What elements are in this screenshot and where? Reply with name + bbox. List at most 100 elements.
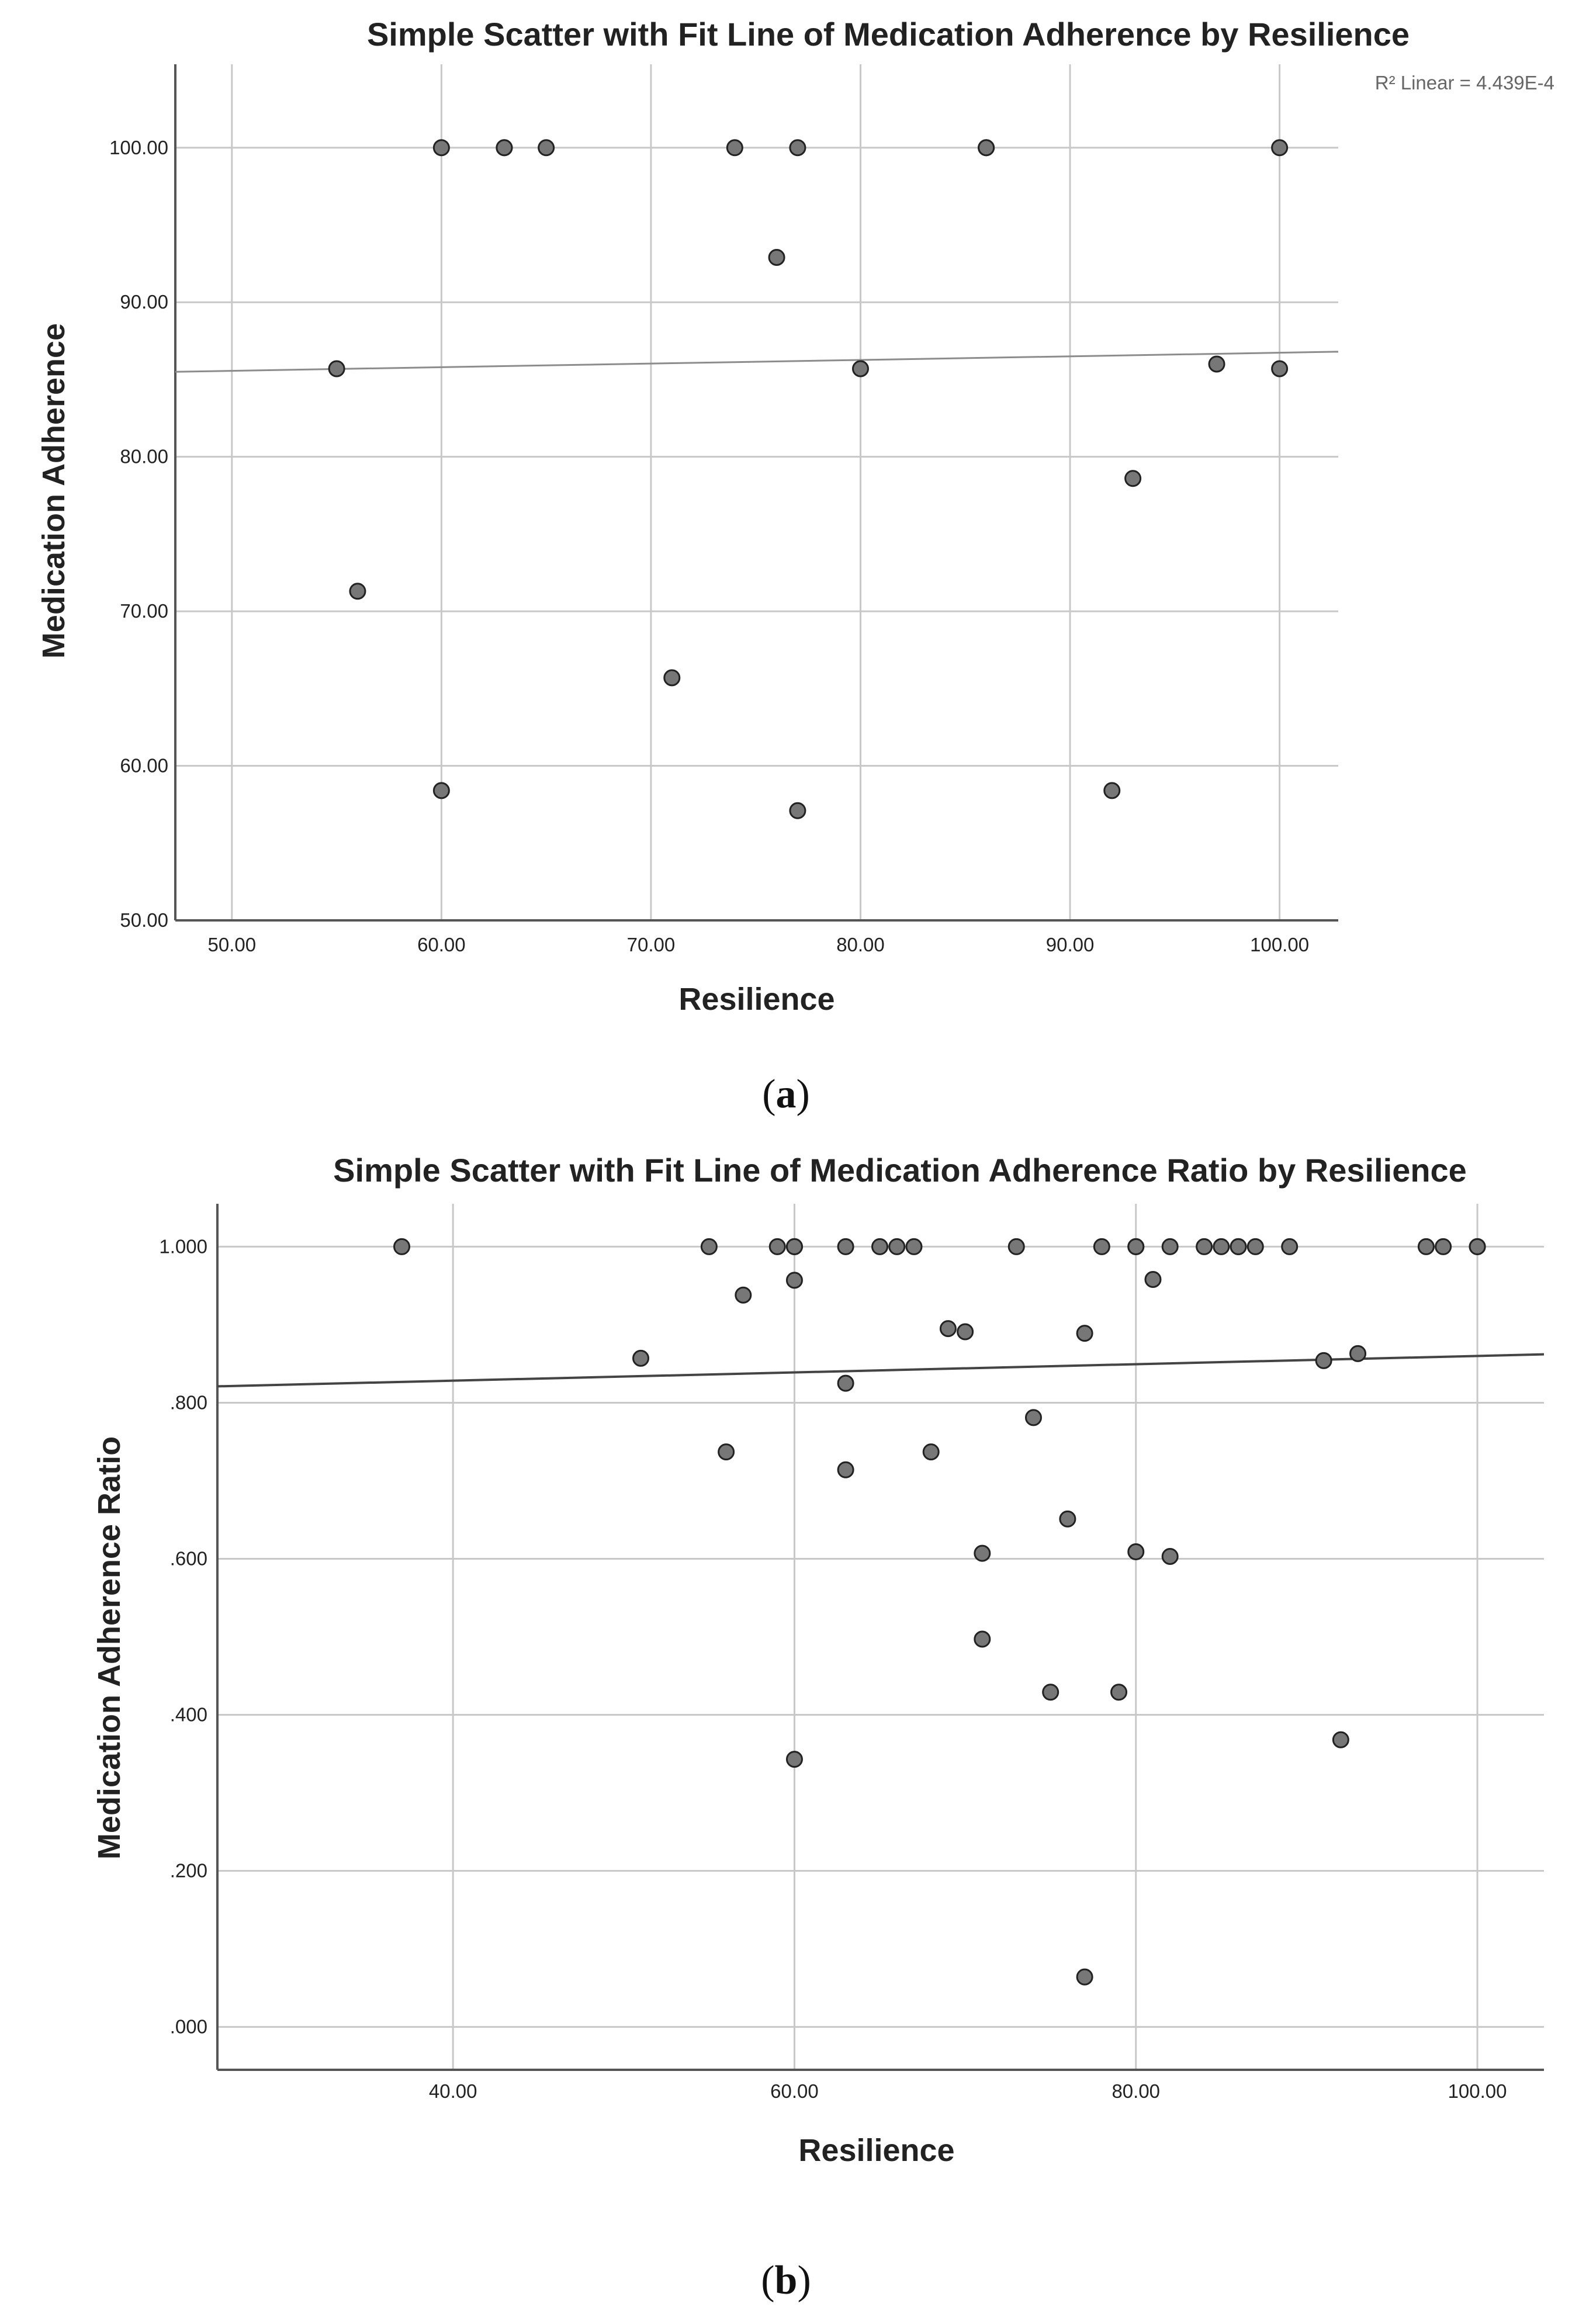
chart-b-data-point bbox=[632, 1349, 650, 1367]
chart-b-data-point bbox=[1213, 1238, 1230, 1255]
chart-a-data-point bbox=[789, 139, 806, 157]
chart-b-data-point bbox=[735, 1286, 752, 1304]
chart-a-x-tick-label: 80.00 bbox=[836, 934, 885, 955]
chart-b-x-tick-label: 100.00 bbox=[1448, 2080, 1507, 2102]
chart-b-data-point bbox=[1059, 1510, 1076, 1528]
chart-b-data-point bbox=[837, 1374, 854, 1392]
chart-b-x-axis-label: Resilience bbox=[798, 2133, 954, 2168]
chart-b-data-point bbox=[1161, 1547, 1179, 1565]
chart-b-data-point bbox=[1435, 1238, 1452, 1255]
chart-b-data-point bbox=[1127, 1543, 1145, 1560]
chart-b-y-tick-label: 1.000 bbox=[159, 1235, 207, 1257]
chart-b-data-point bbox=[1349, 1345, 1367, 1362]
chart-a: Simple Scatter with Fit Line of Medicati… bbox=[36, 16, 1554, 1117]
chart-a-x-tick-label: 100.00 bbox=[1250, 934, 1309, 955]
chart-b-y-axis-label: Medication Adherence Ratio bbox=[92, 1436, 127, 1859]
chart-b-points bbox=[393, 1238, 1486, 1986]
chart-b-x-tick-label: 80.00 bbox=[1112, 2080, 1160, 2102]
chart-b-data-point bbox=[1076, 1968, 1093, 1986]
chart-b-data-point bbox=[1230, 1238, 1247, 1255]
chart-a-x-axis-label: Resilience bbox=[678, 982, 835, 1017]
chart-a-data-point bbox=[768, 249, 785, 266]
chart-a-panel-label: (a) bbox=[762, 1072, 810, 1117]
chart-b-data-point bbox=[1161, 1238, 1179, 1255]
chart-b-data-point bbox=[1110, 1684, 1128, 1701]
chart-a-y-axis-label: Medication Adherence bbox=[36, 323, 71, 659]
chart-b-y-tick-labels: .000 .200 .400 .600 .800 1.000 bbox=[159, 1235, 207, 2037]
chart-b-y-tick-label: .400 bbox=[170, 1704, 207, 1726]
chart-b-grid bbox=[217, 1204, 1544, 2070]
chart-b-data-point bbox=[1246, 1238, 1264, 1255]
chart-a-data-point bbox=[1103, 782, 1121, 799]
chart-a-r2-label: R² Linear = 4.439E-4 bbox=[1375, 72, 1554, 93]
chart-a-data-point bbox=[978, 139, 995, 157]
chart-b-data-point bbox=[700, 1238, 718, 1255]
chart-b-y-tick-label: .000 bbox=[170, 2016, 207, 2038]
chart-b-data-point bbox=[785, 1751, 803, 1768]
chart-a-data-point bbox=[851, 360, 869, 377]
chart-b-data-point bbox=[1127, 1238, 1145, 1255]
chart-b-data-point bbox=[1469, 1238, 1486, 1255]
chart-b-data-point bbox=[1093, 1238, 1110, 1255]
chart-a-y-tick-label: 90.00 bbox=[120, 291, 168, 313]
chart-b-data-point bbox=[974, 1544, 991, 1562]
chart-a-data-point bbox=[726, 139, 743, 157]
chart-a-data-point bbox=[1124, 470, 1142, 487]
chart-b-data-point bbox=[871, 1238, 889, 1255]
chart-b-y-tick-label: .800 bbox=[170, 1391, 207, 1413]
chart-a-title: Simple Scatter with Fit Line of Medicati… bbox=[367, 16, 1410, 53]
chart-b-data-point bbox=[785, 1272, 803, 1289]
chart-b-data-point bbox=[1007, 1238, 1025, 1255]
chart-b-data-point bbox=[1196, 1238, 1213, 1255]
chart-b-data-point bbox=[785, 1238, 803, 1255]
chart-b-data-point bbox=[837, 1461, 854, 1478]
chart-b-data-point bbox=[1144, 1271, 1162, 1289]
chart-b-x-tick-label: 60.00 bbox=[770, 2080, 819, 2102]
chart-b-panel-label: (b) bbox=[761, 2258, 811, 2303]
chart-a-y-tick-label: 70.00 bbox=[120, 600, 168, 622]
chart-a-y-tick-label: 80.00 bbox=[120, 446, 168, 467]
chart-a-data-point bbox=[538, 139, 555, 157]
chart-a-y-tick-labels: 50.00 60.00 70.00 80.00 90.00 100.00 bbox=[109, 137, 168, 931]
chart-a-x-tick-label: 50.00 bbox=[208, 934, 257, 955]
chart-a-points bbox=[328, 139, 1289, 819]
chart-a-x-tick-label: 60.00 bbox=[417, 934, 466, 955]
chart-b-data-point bbox=[939, 1320, 957, 1338]
chart-b-y-tick-label: .200 bbox=[170, 1860, 207, 1882]
chart-b-data-point bbox=[718, 1443, 735, 1461]
chart-b-data-point bbox=[922, 1443, 940, 1461]
chart-b-data-point bbox=[1315, 1352, 1332, 1369]
chart-b-axes bbox=[216, 1204, 1544, 2071]
chart-b-x-tick-labels: 40.00 60.00 80.00 100.00 bbox=[429, 2080, 1507, 2102]
chart-a-data-point bbox=[1208, 355, 1225, 373]
chart-a-axes bbox=[174, 64, 1338, 922]
chart-a-data-point bbox=[1271, 139, 1289, 157]
chart-b-data-point bbox=[837, 1238, 854, 1255]
chart-b-data-point bbox=[957, 1323, 974, 1341]
chart-a-data-point bbox=[328, 360, 345, 377]
chart-a-fit-line bbox=[175, 351, 1339, 373]
chart-a-y-tick-label: 60.00 bbox=[120, 755, 168, 777]
chart-b-x-tick-label: 40.00 bbox=[429, 2080, 477, 2102]
chart-b-data-point bbox=[888, 1238, 906, 1255]
chart-b-data-point bbox=[1332, 1731, 1349, 1748]
chart-b-data-point bbox=[974, 1630, 991, 1648]
chart-a-data-point bbox=[789, 802, 806, 819]
chart-a-y-tick-label: 100.00 bbox=[109, 137, 168, 158]
chart-b-y-tick-label: .600 bbox=[170, 1547, 207, 1569]
chart-b-data-point bbox=[905, 1238, 923, 1255]
chart-b: Simple Scatter with Fit Line of Medicati… bbox=[92, 1152, 1545, 2303]
chart-b-title: Simple Scatter with Fit Line of Medicati… bbox=[333, 1152, 1467, 1189]
chart-b-data-point bbox=[1076, 1325, 1093, 1342]
chart-b-data-point bbox=[1042, 1684, 1059, 1701]
chart-a-x-tick-labels: 50.00 60.00 70.00 80.00 90.00 100.00 bbox=[208, 934, 1310, 955]
chart-b-data-point bbox=[1417, 1238, 1435, 1255]
chart-a-data-point bbox=[432, 782, 450, 799]
chart-b-data-point bbox=[1024, 1409, 1042, 1426]
chart-b-data-point bbox=[393, 1238, 411, 1255]
chart-a-grid bbox=[175, 64, 1338, 922]
chart-a-data-point bbox=[496, 139, 513, 157]
chart-b-fit-line bbox=[217, 1353, 1545, 1388]
chart-a-x-tick-label: 90.00 bbox=[1046, 934, 1095, 955]
